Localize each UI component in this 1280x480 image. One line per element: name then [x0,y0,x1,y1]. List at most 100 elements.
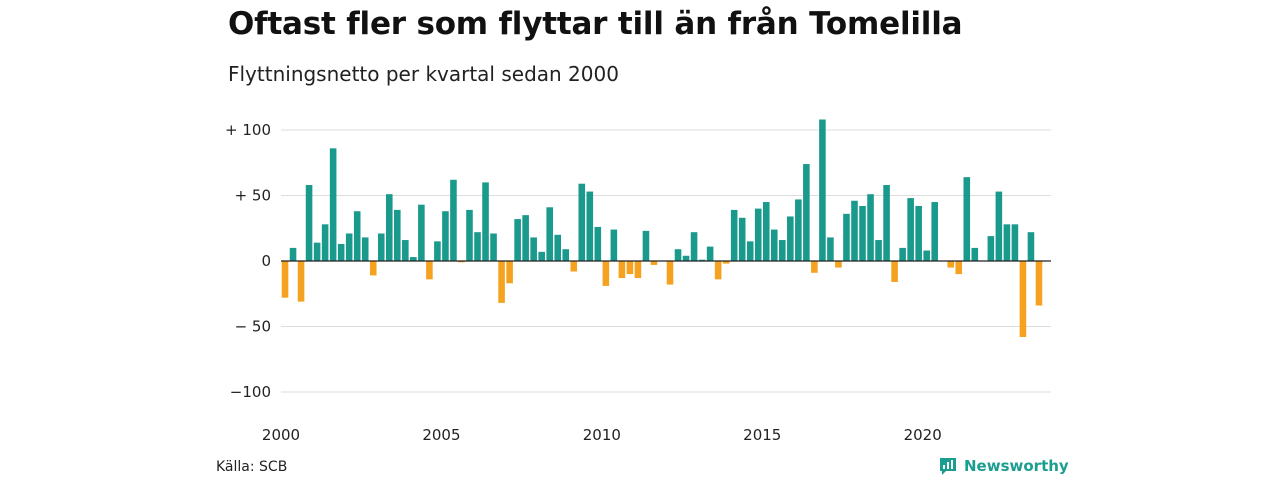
bar [690,232,698,261]
bar [450,179,457,261]
bar [891,261,898,282]
bar [714,261,722,280]
bar [305,185,313,261]
y-tick-label: 0 [261,252,271,270]
bar [329,148,337,261]
bar [1003,224,1011,261]
bar [899,247,906,261]
bar [514,219,521,261]
bar [570,261,578,272]
bar [426,261,433,280]
x-tick-label: 2000 [262,426,300,444]
bar [418,204,425,261]
y-axis-ticks: + 100 + 50 0 − 50 −100 [225,121,271,401]
bar [546,207,553,261]
y-tick-label: + 100 [225,121,271,139]
bar [730,209,738,261]
bars [281,119,1043,337]
bar [859,205,866,261]
chart-title: Oftast fler som flyttar till än från Tom… [228,6,963,42]
gridlines [281,129,1051,393]
newsworthy-logo-icon [940,458,956,475]
bar [835,261,842,268]
bar [538,251,545,261]
bar [321,224,329,261]
bar [586,191,594,261]
bar [770,229,778,261]
bar [442,211,449,261]
bar [490,233,497,261]
bar [811,261,818,273]
bar [1035,261,1043,306]
bar [915,205,922,261]
y-tick-label: −100 [230,383,271,401]
bar [682,255,690,261]
bar [1027,232,1035,261]
bar [506,261,513,284]
bar [626,261,634,275]
bar [530,237,537,261]
bar [594,226,602,261]
bar [963,177,971,261]
bar [402,240,409,261]
bar [602,261,610,286]
bar [722,261,730,264]
bar [297,261,305,302]
bar [666,261,674,285]
bar [883,185,890,261]
bar [674,249,682,261]
bar [562,249,570,261]
bar [955,261,963,275]
bar [554,234,562,261]
bar [522,215,529,261]
bar [987,236,995,261]
bar [650,261,658,265]
bar [851,200,858,261]
y-tick-label: − 50 [235,318,271,336]
bar [947,261,955,268]
bar [289,247,297,261]
bar [931,202,938,261]
x-tick-label: 2010 [583,426,621,444]
bar [385,194,393,261]
bar [474,232,481,261]
bar [746,241,754,261]
bar [762,202,770,261]
brand[interactable]: Newsworthy [938,456,1069,476]
bar [578,183,586,261]
bar [875,240,882,261]
bar [313,242,321,261]
source-label: Källa: SCB [216,459,288,475]
brand-name: Newsworthy [964,457,1069,475]
bar [706,246,714,261]
y-tick-label: + 50 [235,187,271,205]
bar [634,261,642,279]
bar [610,229,618,261]
bar [618,261,626,279]
bar [458,261,465,263]
bar [754,208,762,261]
bar [907,198,914,261]
bar [779,240,786,261]
bar [1019,261,1027,337]
chart-subtitle: Flyttningsnetto per kvartal sedan 2000 [228,62,619,86]
bar [795,199,802,261]
bar [787,216,794,261]
bar [995,191,1003,261]
bar [827,237,834,261]
bar [698,259,706,261]
bar [361,237,369,261]
bar [867,194,874,261]
x-tick-label: 2005 [422,426,460,444]
bar [377,233,385,261]
bar [281,261,289,298]
bar [345,233,353,261]
bar [353,211,361,261]
bar [971,247,979,261]
bar [482,182,489,261]
bar [394,209,401,261]
bar [498,261,505,303]
bar [819,119,826,262]
x-axis-ticks: 2000 2005 2010 2015 2020 [262,426,942,444]
